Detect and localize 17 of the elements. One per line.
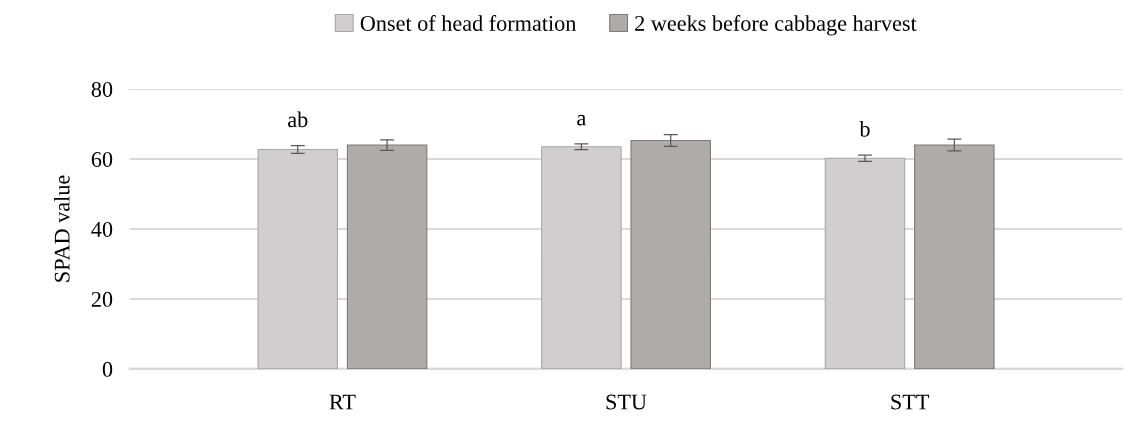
legend-label: Onset of head formation xyxy=(360,15,577,31)
y-tick-label: 0 xyxy=(102,361,113,377)
y-tick-label: 20 xyxy=(91,291,113,307)
bar xyxy=(346,144,428,369)
bar xyxy=(630,139,711,369)
x-tick-label: RT xyxy=(329,394,356,410)
x-tick-label: STT xyxy=(891,394,930,410)
x-tick-label: STU xyxy=(606,394,647,410)
annotation: b xyxy=(859,121,870,137)
annotation: a xyxy=(577,114,586,126)
bar xyxy=(914,144,995,369)
legend-label: 2 weeks before cabbage harvest xyxy=(635,15,917,36)
y-axis-title: SPAD value xyxy=(54,175,70,282)
y-tick-label: 80 xyxy=(91,81,113,97)
y-tick-label: 40 xyxy=(91,221,113,237)
annotation: ab xyxy=(288,111,308,128)
y-tick-label: 60 xyxy=(91,151,113,167)
